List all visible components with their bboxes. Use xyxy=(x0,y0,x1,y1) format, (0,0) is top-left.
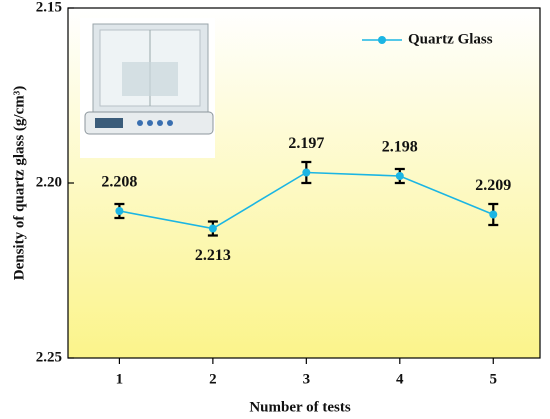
data-point xyxy=(395,172,404,180)
y-tick-label: 2.15 xyxy=(36,0,62,15)
data-point xyxy=(208,224,217,233)
x-tick-label: 1 xyxy=(116,371,124,387)
x-tick-label: 4 xyxy=(396,371,404,387)
x-tick-label: 2 xyxy=(209,371,217,387)
inset-photo xyxy=(80,18,215,158)
legend-marker xyxy=(378,36,386,44)
data-label: 2.209 xyxy=(475,177,511,194)
x-tick-label: 5 xyxy=(490,371,498,387)
data-point xyxy=(302,168,311,177)
data-label: 2.208 xyxy=(101,174,137,191)
data-label: 2.213 xyxy=(195,247,231,264)
y-tick-label: 2.25 xyxy=(36,349,62,365)
y-tick-label: 2.20 xyxy=(36,174,62,190)
data-point xyxy=(489,210,498,219)
data-label: 2.198 xyxy=(382,139,418,156)
x-axis-label: Number of tests xyxy=(249,399,351,415)
x-tick-label: 3 xyxy=(303,371,311,387)
data-label: 2.197 xyxy=(288,135,324,152)
y-axis-label: Density of quartz glass (g/cm³) xyxy=(11,86,27,280)
data-point xyxy=(115,207,124,215)
legend-label: Quartz Glass xyxy=(408,31,493,47)
